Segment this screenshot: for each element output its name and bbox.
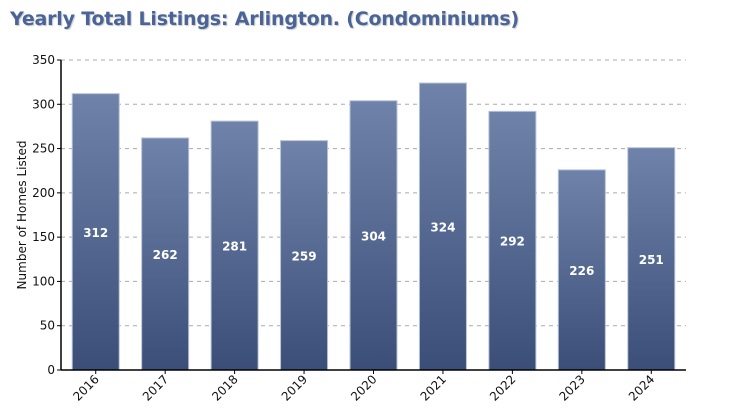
x-tick-label: 2021 <box>418 372 449 403</box>
y-tick-label: 150 <box>32 230 55 244</box>
bar <box>210 120 259 371</box>
y-axis-label: Number of Homes Listed <box>15 141 29 290</box>
x-tick-label: 2017 <box>140 372 171 403</box>
x-tick-label: 2023 <box>556 372 587 403</box>
bar <box>141 137 190 371</box>
bar <box>280 140 329 371</box>
data-label: 251 <box>639 253 664 267</box>
bar <box>71 93 120 371</box>
data-label: 281 <box>222 240 247 254</box>
bar <box>418 82 467 371</box>
data-label: 292 <box>500 235 525 249</box>
y-tick-label: 350 <box>32 53 55 67</box>
bar <box>557 169 606 371</box>
y-tick-label: 300 <box>32 97 55 111</box>
data-label: 262 <box>153 248 178 262</box>
x-tick-label: 2022 <box>487 372 518 403</box>
y-tick-label: 200 <box>32 186 55 200</box>
y-tick-label: 0 <box>47 363 55 377</box>
x-tick-label: 2019 <box>279 372 310 403</box>
data-label: 324 <box>430 221 455 235</box>
y-tick-label: 250 <box>32 142 55 156</box>
chart-title: Yearly Total Listings: Arlington. (Condo… <box>10 8 519 30</box>
x-tick-label: 2020 <box>348 372 379 403</box>
x-tick-label: 2016 <box>70 372 101 403</box>
data-label: 259 <box>292 249 317 263</box>
data-label: 226 <box>569 264 594 278</box>
x-tick-label: 2018 <box>209 372 240 403</box>
data-label: 304 <box>361 229 386 243</box>
y-tick-label: 50 <box>40 319 55 333</box>
x-tick-label: 2024 <box>626 372 657 403</box>
y-tick-label: 100 <box>32 274 55 288</box>
bar <box>627 147 676 371</box>
data-label: 312 <box>83 226 108 240</box>
